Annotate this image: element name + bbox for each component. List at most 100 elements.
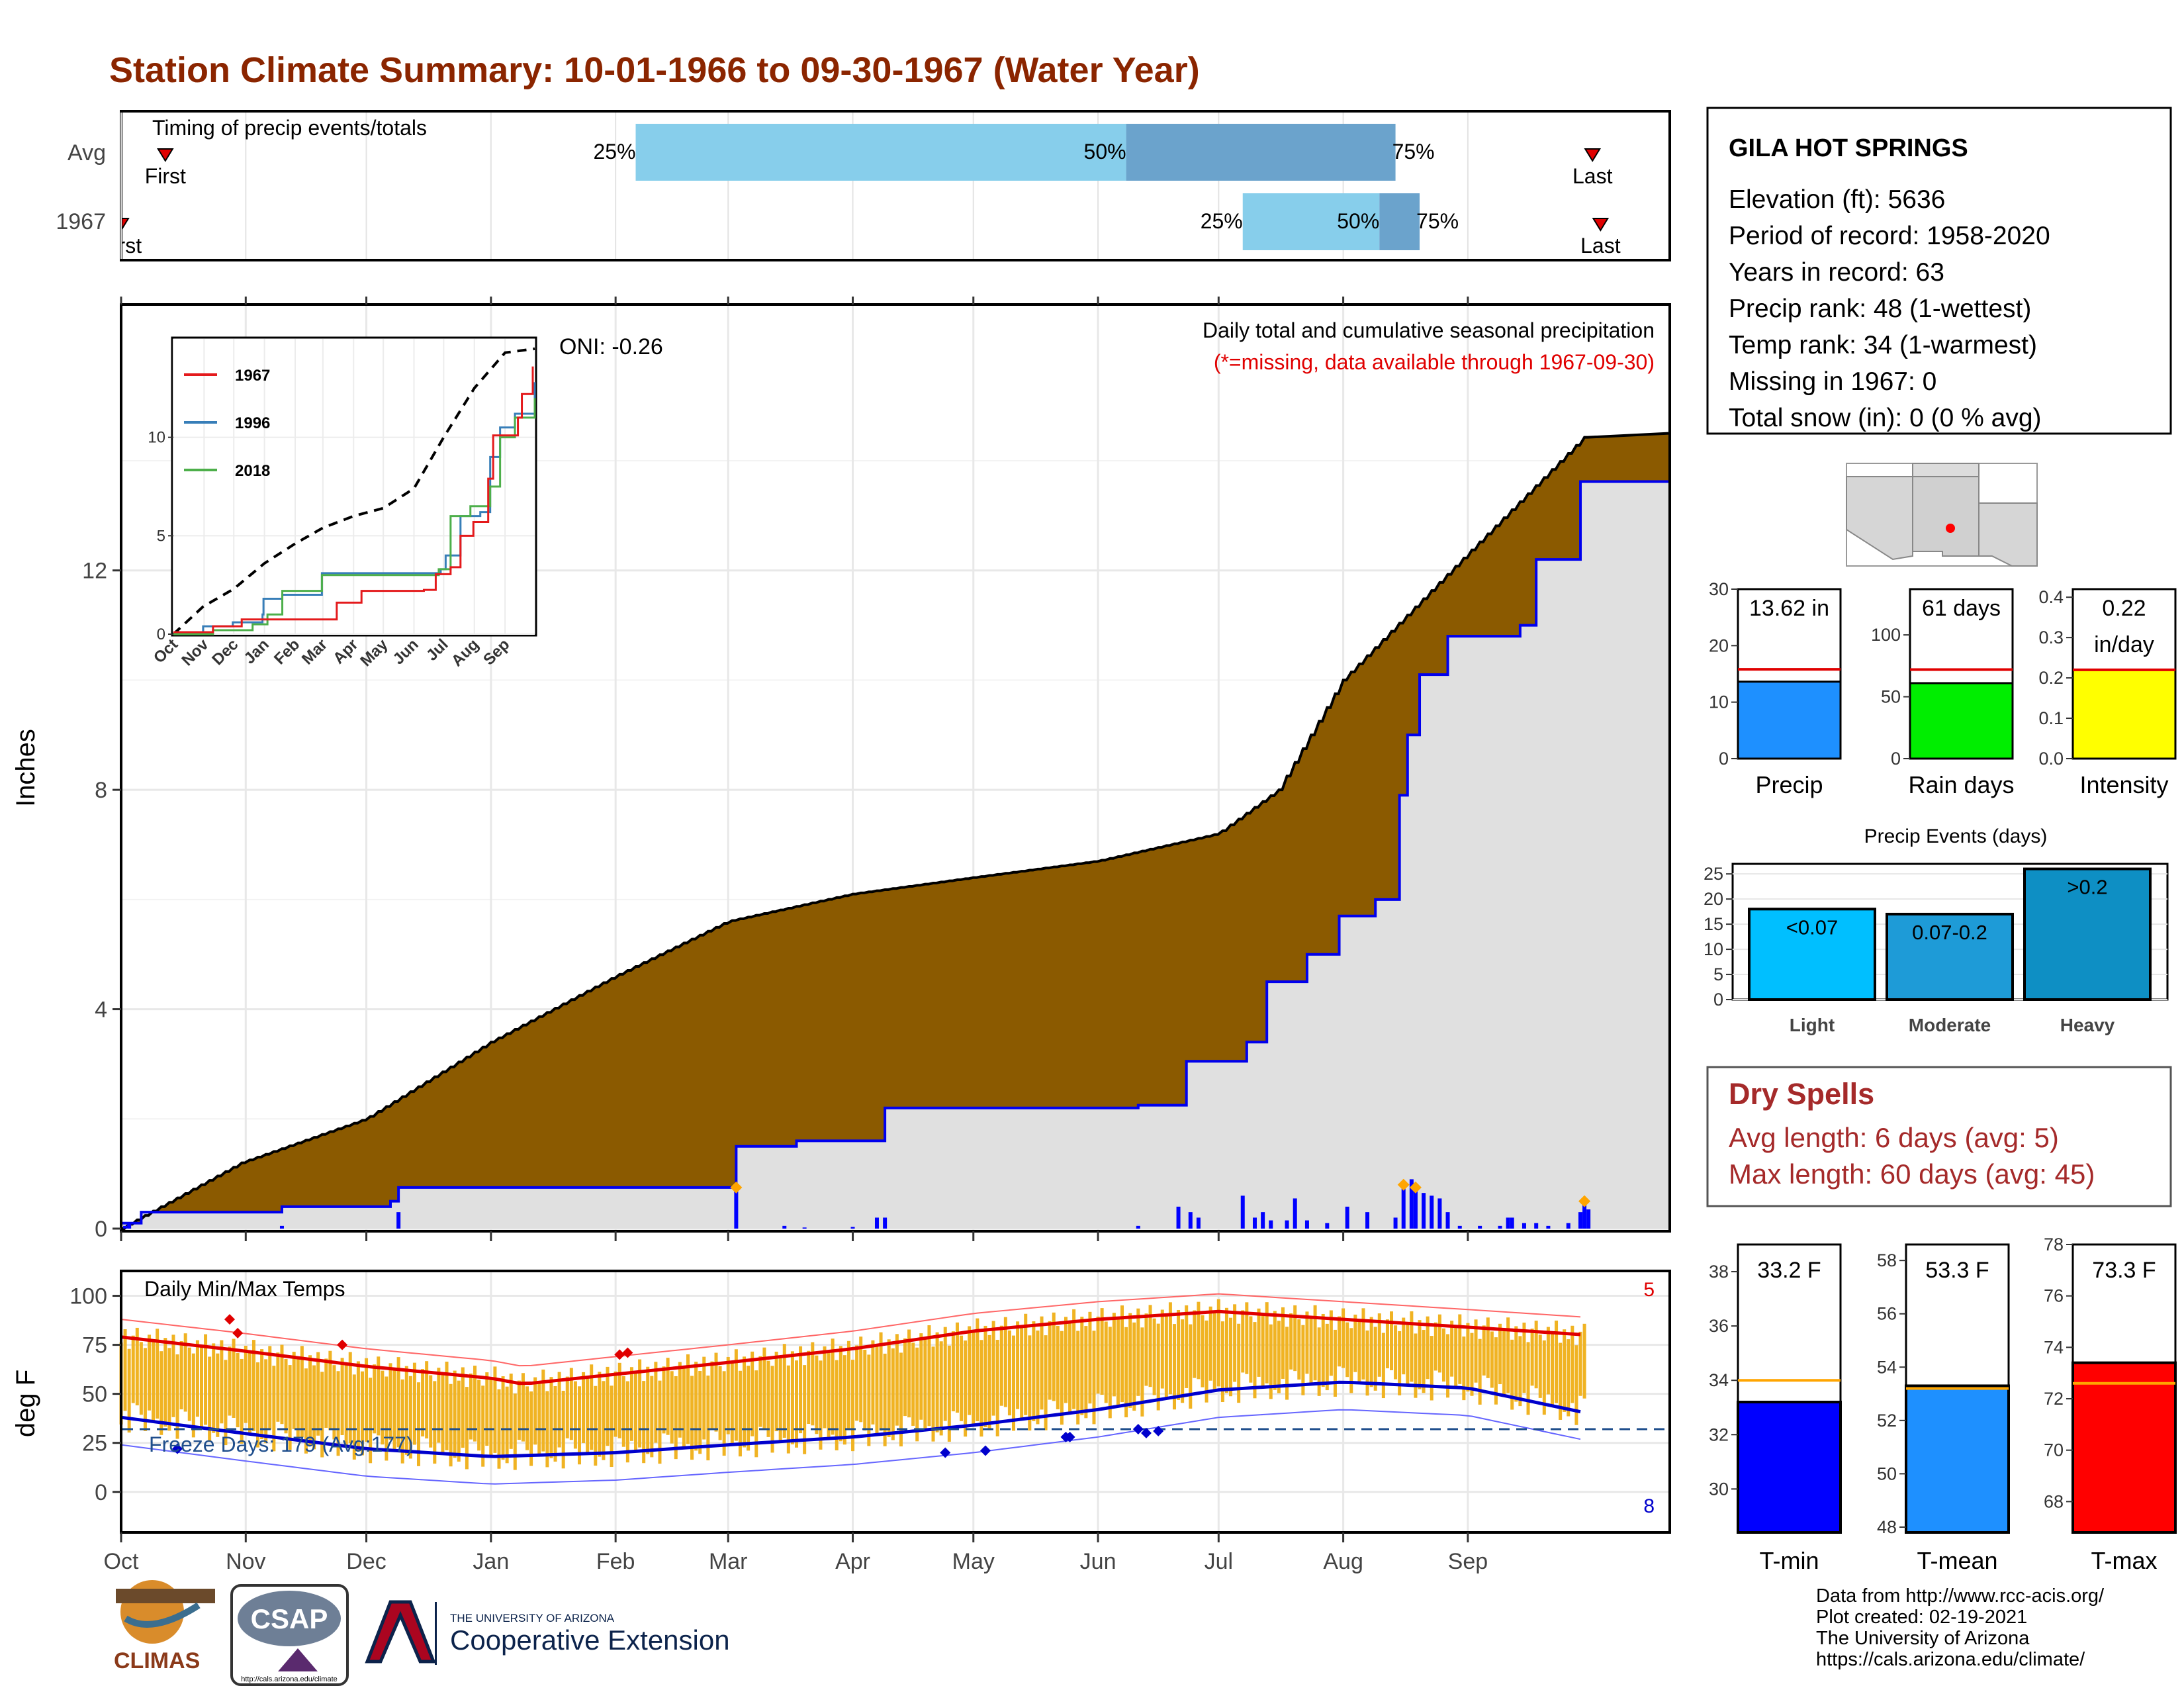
events-bar xyxy=(1748,908,1876,1002)
daily-temp-range-bar xyxy=(505,1386,509,1464)
month-label: Oct xyxy=(104,1549,139,1574)
daily-temp-range-bar xyxy=(244,1345,248,1423)
daily-temp-range-bar xyxy=(1193,1310,1197,1378)
daily-temp-range-bar xyxy=(208,1356,212,1442)
tmin-summary-value-label: 33.2 F xyxy=(1757,1258,1821,1283)
daily-temp-range-bar xyxy=(1402,1317,1406,1375)
daily-precip-bar xyxy=(1269,1220,1273,1229)
daily-precip-bar xyxy=(1285,1220,1289,1229)
daily-temp-range-bar xyxy=(1550,1333,1554,1406)
tmax-summary-ytick-label: 72 xyxy=(2044,1389,2064,1409)
station-line-years: Years in record: 63 xyxy=(1729,258,1944,287)
timing-q75-label: 75% xyxy=(1416,209,1459,233)
tmean-summary-ytick-label: 56 xyxy=(1877,1304,1897,1324)
daily-temp-range-bar xyxy=(171,1335,175,1417)
precip-ytick-label: 8 xyxy=(95,778,107,803)
credits: Data from http://www.rcc-acis.org/ Plot … xyxy=(1816,1585,2105,1670)
daily-temp-range-bar xyxy=(935,1332,939,1432)
credit-line-1: Data from http://www.rcc-acis.org/ xyxy=(1816,1585,2105,1607)
daily-temp-range-bar xyxy=(751,1351,754,1436)
daily-temp-range-bar xyxy=(690,1376,694,1460)
logo-climas: CLIMAS xyxy=(114,1580,215,1673)
daily-temp-range-bar xyxy=(1148,1305,1152,1387)
temp-ylabel: deg F xyxy=(11,1370,40,1437)
logo-csap-url: http://cals.arizona.edu/climate xyxy=(241,1675,338,1683)
daily-temp-range-bar xyxy=(743,1356,747,1448)
dry-spells-box: Dry Spells Avg length: 6 days (avg: 5) M… xyxy=(1706,1066,2172,1207)
record-high-marker xyxy=(337,1339,348,1350)
daily-precip-bar xyxy=(1510,1217,1514,1229)
daily-temp-range-bar xyxy=(1080,1317,1084,1415)
daily-temp-range-bar xyxy=(1096,1316,1100,1394)
daily-temp-range-bar xyxy=(1100,1308,1104,1395)
inset-series-1967 xyxy=(173,366,534,633)
daily-temp-range-bar xyxy=(951,1331,955,1412)
daily-temp-range-bar xyxy=(549,1377,553,1458)
daily-temp-range-bar xyxy=(485,1372,489,1446)
daily-temp-range-bar xyxy=(919,1333,923,1420)
daily-temp-range-bar xyxy=(385,1376,388,1461)
daily-temp-range-bar xyxy=(815,1355,819,1434)
daily-temp-range-bar xyxy=(1048,1321,1052,1400)
events-category-label: Moderate xyxy=(1909,1015,1991,1035)
precip-summary-ytick-label: 30 xyxy=(1709,579,1729,599)
daily-temp-range-bar xyxy=(842,1355,846,1445)
events-ytick-label: 20 xyxy=(1704,889,1723,909)
daily-temp-range-bar xyxy=(646,1366,650,1454)
daily-temp-range-bar xyxy=(264,1359,268,1444)
daily-precip-bar xyxy=(1176,1206,1181,1229)
intensity-summary-ytick-label: 0.3 xyxy=(2038,628,2064,647)
first-event-label: First xyxy=(101,234,142,258)
daily-temp-range-bar xyxy=(1249,1316,1253,1383)
daily-temp-range-bar xyxy=(1028,1335,1032,1431)
daily-temp-range-bar xyxy=(1269,1324,1273,1399)
timing-q25-q50-bar xyxy=(635,124,1126,181)
daily-temp-range-bar xyxy=(666,1358,670,1435)
daily-temp-range-bar xyxy=(1398,1331,1402,1395)
daily-temp-range-bar xyxy=(429,1375,433,1448)
daily-temp-range-bar xyxy=(682,1367,686,1448)
daily-temp-range-bar xyxy=(1172,1324,1176,1410)
daily-temp-range-bar xyxy=(594,1385,598,1466)
daily-temp-range-bar xyxy=(1116,1318,1120,1407)
daily-temp-range-bar xyxy=(976,1318,979,1421)
daily-temp-range-bar xyxy=(1016,1321,1020,1409)
inset-chart: 1967199620180510OctNovDecJanFebMarAprMay… xyxy=(148,336,537,670)
daily-temp-range-bar xyxy=(1128,1313,1132,1408)
daily-precip-bar xyxy=(1582,1201,1587,1229)
daily-precip-bar xyxy=(127,1224,132,1229)
daily-temp-range-bar xyxy=(1390,1311,1394,1370)
daily-temp-range-bar xyxy=(356,1361,360,1452)
daily-temp-range-bar xyxy=(308,1355,312,1446)
record-low-marker xyxy=(1064,1431,1075,1442)
station-line-period: Period of record: 1958-2020 xyxy=(1729,222,2050,250)
daily-temp-range-bar xyxy=(1305,1311,1309,1374)
credit-line-2: Plot created: 02-19-2021 xyxy=(1816,1607,2027,1628)
tmax-summary-bar xyxy=(2071,1361,2177,1534)
daily-temp-range-bar xyxy=(899,1352,903,1447)
daily-temp-range-bar xyxy=(1168,1302,1172,1395)
intensity-summary-ytick-label: 0.1 xyxy=(2038,708,2064,728)
year-cumulative-fill-overlay xyxy=(121,481,1668,1229)
events-ytick-label: 0 xyxy=(1713,990,1723,1009)
daily-temp-range-bar xyxy=(1132,1322,1136,1411)
month-label: Feb xyxy=(596,1549,635,1574)
daily-temp-range-bar xyxy=(923,1338,927,1430)
daily-temp-range-bar xyxy=(533,1377,537,1445)
daily-temp-range-bar xyxy=(803,1365,807,1454)
record-low-marker xyxy=(172,1443,183,1454)
daily-temp-range-bar xyxy=(332,1365,336,1440)
daily-temp-range-bar xyxy=(999,1325,1003,1406)
precip-ytick-label: 12 xyxy=(82,559,107,584)
record-high-marker xyxy=(614,1349,625,1360)
daily-temp-range-bar xyxy=(867,1354,871,1446)
daily-temp-range-bar xyxy=(240,1358,244,1444)
average-cumulative-line xyxy=(121,432,1669,1230)
inset-ytick-label: 10 xyxy=(148,429,165,447)
daily-temp-range-bar xyxy=(497,1389,501,1469)
daily-temp-range-bar xyxy=(887,1339,891,1437)
daily-temp-range-bar xyxy=(1281,1307,1285,1379)
daily-temp-range-bar xyxy=(706,1376,710,1461)
daily-temp-range-bar xyxy=(794,1360,798,1448)
dry-spells-max: Max length: 60 days (avg: 45) xyxy=(1729,1158,2095,1190)
